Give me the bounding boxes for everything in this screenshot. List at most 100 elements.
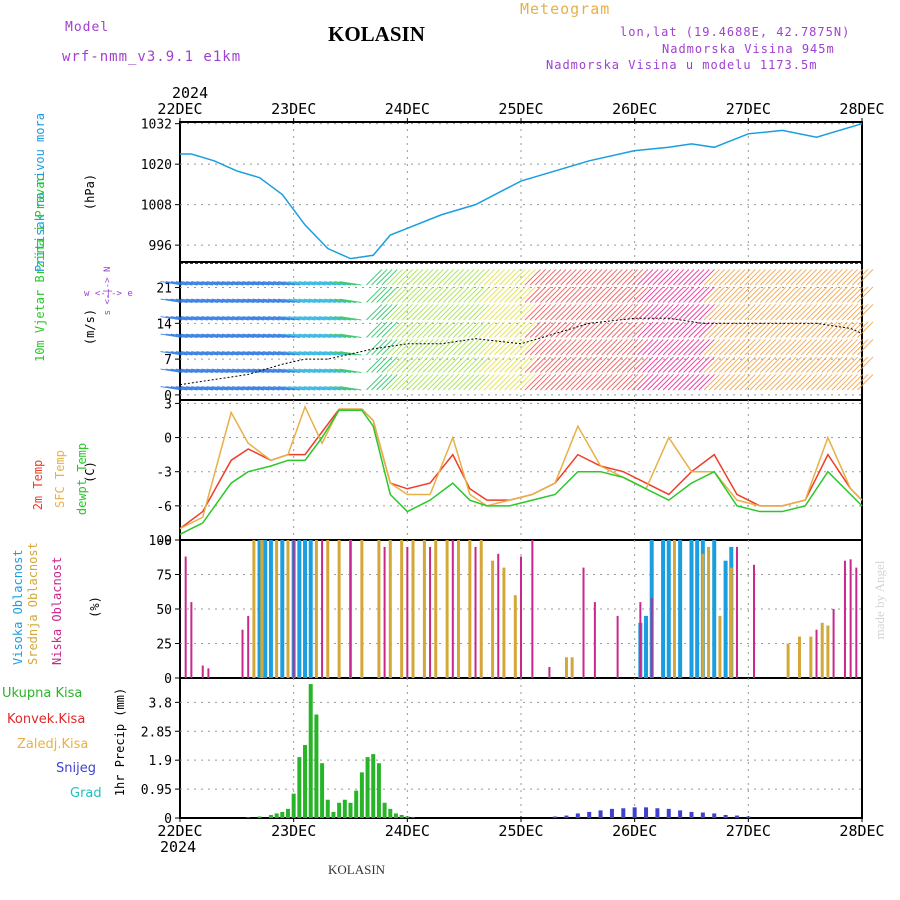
wind-barb: [267, 281, 290, 286]
wind-barb: [493, 321, 511, 338]
wind-barb: [180, 316, 203, 321]
wind-barb: [739, 339, 756, 356]
wind-barb: [821, 356, 838, 373]
wind-barb: [514, 321, 531, 338]
wind-barb: [453, 286, 470, 303]
wind-barb: [412, 269, 429, 286]
wind-barb: [759, 339, 777, 356]
wind-barb: [247, 351, 270, 356]
wind-barb: [647, 304, 664, 321]
wind-barb: [313, 333, 336, 338]
wind-barb: [391, 374, 408, 391]
wind-barb: [324, 333, 347, 338]
wind-barb: [493, 286, 511, 303]
y-tick-label: -6: [156, 500, 172, 515]
wind-barb: [770, 356, 787, 373]
wind-barb: [529, 286, 547, 303]
wind-barb: [519, 304, 536, 321]
wind-barb: [857, 286, 874, 303]
wind-barb: [596, 356, 613, 373]
wind-barb: [534, 321, 552, 338]
wind-barb: [272, 298, 295, 303]
wind-barb: [601, 286, 618, 303]
wind-barb: [841, 269, 859, 286]
y-tick-label: 996: [149, 239, 172, 254]
wind-barb: [201, 298, 224, 303]
wind-barb: [283, 333, 306, 338]
wind-barb: [678, 321, 695, 338]
wind-barb: [632, 269, 649, 286]
wind-barb: [759, 269, 777, 286]
wind-barb: [216, 368, 239, 373]
wind-barb: [718, 374, 736, 391]
wind-barb: [836, 321, 853, 338]
precip-snow-bar: [632, 807, 637, 818]
wind-barb: [596, 321, 613, 338]
y-tick-label: 3.8: [149, 696, 172, 711]
wind-barb: [170, 316, 193, 321]
wind-barb: [662, 286, 679, 303]
y-tick-label: 50: [156, 603, 172, 618]
precip-snow-bar: [587, 811, 592, 818]
wind-barb: [252, 368, 275, 373]
wind-barb: [591, 339, 608, 356]
wind-barb: [703, 339, 720, 356]
wind-barb: [775, 321, 792, 338]
precip-snow-bar: [689, 811, 694, 818]
wind-barb: [519, 374, 536, 391]
wind-barb: [406, 339, 424, 356]
wind-barb: [257, 316, 280, 321]
wind-barb: [734, 321, 751, 338]
wind-barb: [232, 298, 254, 303]
wind-barb: [324, 281, 347, 286]
wind-barb: [724, 269, 741, 286]
wind-barb: [529, 339, 547, 356]
cloud-mid-bar: [422, 540, 426, 678]
wind-barb: [334, 281, 357, 286]
wind-barb: [657, 304, 674, 321]
wind-barb: [175, 298, 198, 303]
wind-barb: [821, 269, 838, 286]
wind-barb: [718, 286, 736, 303]
wind-barb: [524, 339, 541, 356]
x-tick-label-top: 24DEC: [385, 100, 430, 118]
wind-barb: [765, 321, 782, 338]
model-label: Model: [65, 20, 109, 35]
wind-barb: [570, 304, 587, 321]
wind-barb: [545, 321, 562, 338]
wind-barb: [308, 351, 331, 356]
wind-barb: [401, 304, 419, 321]
wind-barb: [524, 269, 541, 286]
wind-barb: [841, 374, 859, 391]
wind-barb: [596, 269, 613, 286]
wind-barb: [453, 304, 470, 321]
wind-barb: [739, 304, 756, 321]
wind-barb: [267, 316, 290, 321]
wind-barb: [811, 304, 828, 321]
cloud-high-bar: [723, 560, 728, 678]
wind-barb: [278, 386, 300, 391]
wind-barb: [504, 374, 521, 391]
wind-barb: [642, 304, 659, 321]
wind-barb: [826, 286, 843, 303]
wind-barb: [303, 316, 326, 321]
wind-barb: [401, 321, 419, 338]
wind-barb: [642, 339, 659, 356]
wind-barb: [816, 374, 833, 391]
wind-barb: [463, 321, 480, 338]
wind-barb: [242, 316, 265, 321]
wind-barb: [805, 374, 823, 391]
wind-barb: [591, 286, 608, 303]
wind-barb: [201, 386, 224, 391]
wind-barb: [366, 374, 383, 391]
wind-barb: [196, 368, 219, 373]
wind-barb: [570, 356, 587, 373]
wind-barb: [221, 316, 244, 321]
wind-barb: [550, 321, 567, 338]
wind-barb: [483, 304, 500, 321]
wind-barb: [339, 351, 362, 356]
x-tick-label-top: 27DEC: [726, 100, 771, 118]
cloud-low-bar: [406, 546, 409, 678]
wind-barb: [632, 339, 649, 356]
model-label-text: Model: [65, 20, 110, 35]
